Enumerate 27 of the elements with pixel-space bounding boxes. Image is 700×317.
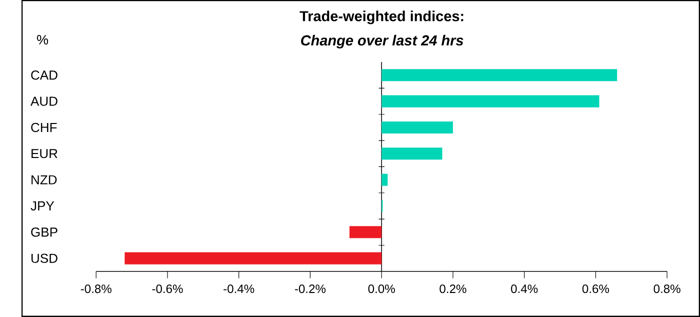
- y-tick-label: JPY: [30, 201, 54, 211]
- x-tick-label: 0.4%: [511, 284, 538, 294]
- bar: [382, 121, 453, 134]
- bar: [382, 148, 442, 160]
- y-tick-label: EUR: [32, 149, 58, 158]
- y-tick-label: AUD: [30, 96, 58, 106]
- bar: [382, 95, 600, 108]
- bar: [124, 252, 382, 264]
- bar: [382, 69, 618, 82]
- y-tick-label: USD: [31, 254, 58, 263]
- x-tick-label: 0.6%: [582, 284, 610, 294]
- x-tick-label: -0.4%: [224, 284, 254, 294]
- x-tick-label: -0.6%: [152, 284, 183, 294]
- x-tick-label: 0.8%: [654, 284, 680, 294]
- y-tick-label: CHF: [31, 122, 57, 132]
- x-tick-label: 0.0%: [368, 284, 395, 294]
- chart-subtitle: Change over last 24 hrs: [301, 34, 464, 48]
- x-tick-label: 0.2%: [440, 284, 466, 294]
- chart-title: Trade-weighted indices:: [300, 10, 464, 24]
- text: %: [37, 35, 48, 44]
- x-tick-label: -0.8%: [80, 284, 112, 294]
- x-tick-label: -0.2%: [294, 284, 326, 294]
- bar: [349, 226, 382, 238]
- bar: [382, 174, 388, 186]
- y-tick-label: CAD: [31, 70, 58, 80]
- y-tick-label: GBP: [31, 228, 58, 237]
- y-tick-label: NZD: [32, 175, 57, 184]
